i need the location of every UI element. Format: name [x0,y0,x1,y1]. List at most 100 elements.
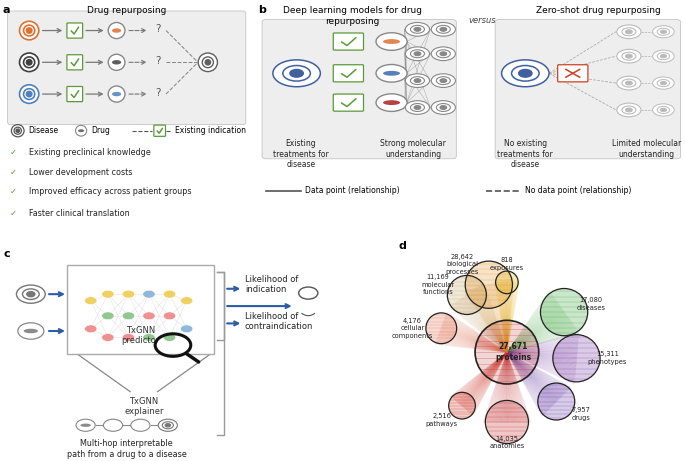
Text: Faster clinical translation: Faster clinical translation [29,209,129,219]
Circle shape [406,74,429,88]
Text: c: c [3,248,10,259]
Circle shape [432,47,456,60]
Text: Drug repurposing: Drug repurposing [87,6,166,15]
Circle shape [449,392,475,419]
Text: Improved efficacy across patient groups: Improved efficacy across patient groups [29,187,192,196]
Circle shape [290,70,303,77]
Circle shape [143,312,155,320]
Text: 14,035
anatomies: 14,035 anatomies [489,436,525,449]
Circle shape [143,290,155,298]
Circle shape [16,129,19,132]
Text: Strong molecular
understanding: Strong molecular understanding [380,139,446,159]
Text: 17,080
diseases: 17,080 diseases [576,297,606,311]
Text: Lower development costs: Lower development costs [29,168,132,177]
Text: 27,671
proteins: 27,671 proteins [495,343,531,362]
FancyBboxPatch shape [334,33,364,50]
Circle shape [540,289,588,336]
Text: 2,516
pathways: 2,516 pathways [425,413,458,427]
Circle shape [432,74,456,88]
Circle shape [406,23,429,36]
Ellipse shape [383,39,400,44]
Circle shape [376,94,407,112]
Text: ?: ? [155,88,161,98]
Circle shape [432,23,456,36]
Circle shape [414,27,421,31]
Circle shape [101,290,114,298]
Circle shape [181,325,193,333]
Circle shape [283,65,310,81]
Text: 7,957
drugs: 7,957 drugs [571,407,590,420]
Circle shape [440,79,447,83]
Circle shape [657,80,670,87]
Circle shape [27,28,32,33]
Circle shape [162,422,173,429]
Circle shape [410,50,425,58]
Circle shape [625,108,632,112]
Circle shape [512,65,539,81]
Circle shape [163,290,175,298]
Text: ✓: ✓ [10,168,17,177]
Text: Drug: Drug [91,126,110,135]
Ellipse shape [383,100,400,105]
Circle shape [410,25,425,33]
Circle shape [108,54,125,71]
Circle shape [432,100,456,114]
Text: Deep learning models for drug
repurposing: Deep learning models for drug repurposin… [283,6,422,25]
Circle shape [27,60,32,65]
Text: Zero-shot drug repurposing: Zero-shot drug repurposing [536,6,661,15]
Circle shape [376,65,407,82]
Circle shape [273,60,321,87]
Circle shape [440,106,447,109]
FancyBboxPatch shape [67,265,214,354]
Circle shape [657,28,670,35]
Text: b: b [258,5,266,15]
Text: ✓: ✓ [10,187,17,196]
FancyBboxPatch shape [262,19,456,159]
Circle shape [18,323,44,339]
Circle shape [625,30,632,34]
FancyBboxPatch shape [334,94,364,111]
FancyBboxPatch shape [558,65,588,82]
Text: Disease: Disease [28,126,58,135]
Circle shape [465,261,512,308]
Circle shape [426,313,457,344]
Circle shape [410,77,425,85]
Circle shape [163,312,175,320]
Circle shape [657,53,670,60]
Text: No existing
treatments for
disease: No existing treatments for disease [497,139,553,169]
Text: ?: ? [155,56,161,66]
Circle shape [501,60,549,87]
Circle shape [101,312,114,320]
Circle shape [14,127,21,134]
Circle shape [622,28,636,36]
Text: ✓: ✓ [10,209,17,219]
Circle shape [440,27,447,31]
Circle shape [406,100,429,114]
Text: Likelihood of
contraindication: Likelihood of contraindication [245,312,313,331]
Text: Data point (relationship): Data point (relationship) [306,186,400,195]
Text: Existing
treatments for
disease: Existing treatments for disease [273,139,329,169]
FancyBboxPatch shape [67,55,83,70]
Circle shape [436,77,450,85]
Circle shape [103,419,123,431]
Circle shape [108,86,125,102]
Circle shape [496,271,518,294]
FancyBboxPatch shape [154,125,166,136]
Circle shape [23,25,35,36]
Text: a: a [3,5,10,15]
Circle shape [158,419,177,431]
Text: versus: versus [469,16,496,25]
Text: Likelihood of
indication: Likelihood of indication [245,275,298,294]
Circle shape [101,334,114,342]
Circle shape [653,104,674,116]
Circle shape [181,297,193,305]
Text: No data point (relationship): No data point (relationship) [525,186,632,195]
Ellipse shape [78,129,84,132]
Ellipse shape [24,329,38,333]
Circle shape [486,401,528,443]
Text: Existing indication: Existing indication [175,126,246,135]
Text: d: d [398,241,406,251]
Circle shape [202,57,214,68]
Circle shape [16,285,45,303]
Ellipse shape [80,424,91,427]
